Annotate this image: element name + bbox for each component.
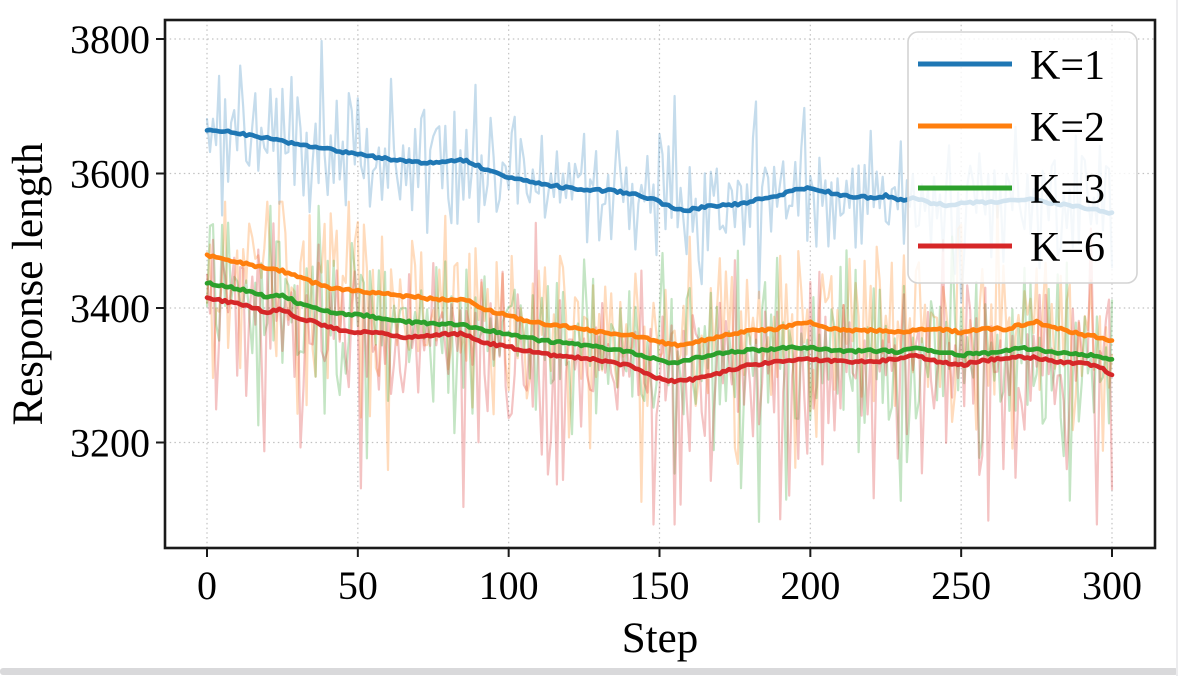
x-tick-label: 0 bbox=[197, 563, 217, 608]
x-tick-label: 50 bbox=[338, 563, 378, 608]
raw-line-k6 bbox=[205, 221, 1114, 526]
smoothed-line-k6 bbox=[204, 295, 1115, 385]
x-tick-label: 200 bbox=[780, 563, 840, 608]
legend-label-k2: K=2 bbox=[1030, 105, 1105, 151]
x-tick-label: 100 bbox=[479, 563, 539, 608]
legend-label-k1: K=1 bbox=[1030, 43, 1105, 89]
window-right-edge bbox=[1176, 0, 1178, 676]
x-tick-label: 300 bbox=[1082, 563, 1142, 608]
x-tick-labels: 0 50 100 150 200 250 300 bbox=[197, 563, 1142, 608]
grid-lines bbox=[165, 20, 1155, 548]
x-tick-label: 150 bbox=[630, 563, 690, 608]
y-tick-label: 3800 bbox=[70, 17, 150, 62]
x-axis-label: Step bbox=[622, 615, 698, 662]
legend: K=1 K=2 K=3 K=6 bbox=[907, 31, 1138, 284]
legend-box bbox=[907, 31, 1138, 284]
y-axis-label: Response length bbox=[5, 142, 52, 425]
legend-label-k3: K=3 bbox=[1030, 167, 1105, 213]
axis-ticks bbox=[156, 38, 1113, 557]
y-tick-label: 3600 bbox=[70, 152, 150, 197]
smoothed-line-k3 bbox=[204, 280, 1115, 366]
smoothed-line-k2 bbox=[204, 252, 1115, 349]
y-tick-label: 3200 bbox=[70, 421, 150, 466]
y-tick-labels: 3200 3400 3600 3800 bbox=[70, 17, 150, 466]
window-bottom-bar bbox=[0, 668, 1178, 675]
raw-line-k1 bbox=[205, 39, 1114, 304]
legend-label-k6: K=6 bbox=[1030, 225, 1105, 271]
x-tick-label: 250 bbox=[931, 563, 991, 608]
raw-line-k3 bbox=[205, 204, 1114, 523]
y-tick-label: 3400 bbox=[70, 286, 150, 331]
